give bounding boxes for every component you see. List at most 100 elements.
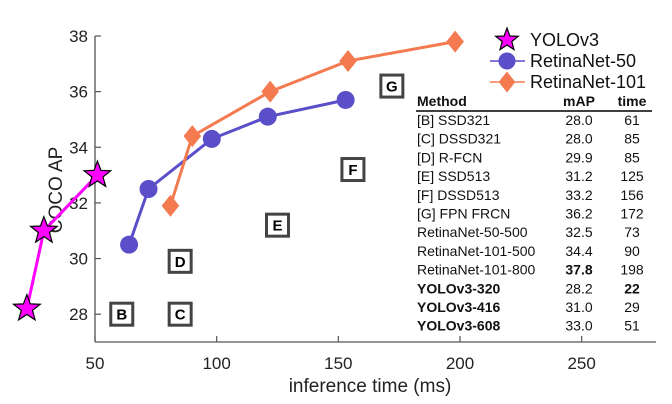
series-yolov3 — [11, 159, 113, 322]
annotation-C: C — [167, 301, 193, 327]
yolov3-point — [11, 292, 42, 322]
legend-marker-diamond — [498, 71, 516, 93]
retinanet-101-line — [168, 40, 456, 207]
table-cell-method: YOLOv3-320 — [417, 280, 500, 296]
retinanet-50-point — [139, 180, 158, 198]
retinanet-101-point — [446, 30, 464, 53]
annotation-label: G — [386, 79, 398, 96]
annotation-E: E — [265, 212, 290, 238]
legend-marker-circle — [498, 52, 516, 70]
table-cell-method: RetinaNet-101-800 — [417, 262, 536, 278]
y-tick-label: 38 — [69, 27, 88, 46]
annotation-box — [109, 301, 135, 327]
table-cell-time: 156 — [620, 187, 644, 203]
table-cell-method: [G] FPN FRCN — [417, 206, 510, 222]
legend-label: RetinaNet-101 — [530, 72, 646, 92]
x-tick-label: 50 — [86, 354, 105, 373]
table-cell-map: 31.2 — [565, 168, 592, 184]
table-cell-method: [C] DSSD321 — [417, 131, 501, 147]
retinanet-50-point — [258, 107, 277, 126]
annotation-label: D — [175, 254, 186, 271]
table-row: RetinaNet-101-800 37.8 198 — [417, 262, 644, 278]
legend-label: RetinaNet-50 — [530, 51, 636, 71]
annotation-D: D — [167, 248, 193, 274]
table-row: YOLOv3-320 28.2 22 — [417, 280, 640, 296]
y-tick-label: 34 — [69, 138, 88, 157]
table-cell-map: 37.8 — [565, 262, 592, 278]
retinanet-50-point — [120, 235, 139, 254]
annotation-box — [340, 157, 366, 183]
table-cell-map: 28.0 — [565, 131, 592, 147]
annotation-boxes: B C D E F G — [109, 73, 405, 327]
table-row: [D] R-FCN 29.9 85 — [417, 149, 640, 165]
table-cell-method: [F] DSSD513 — [417, 187, 500, 203]
table-cell-method: [E] SSD513 — [417, 168, 490, 184]
table-cell-time: 51 — [624, 318, 640, 334]
table-cell-map: 31.0 — [565, 299, 592, 315]
table-row: [B] SSD321 28.0 61 — [417, 112, 640, 128]
x-tick-label: 200 — [446, 354, 474, 373]
table-cell-map: 34.4 — [565, 243, 592, 259]
table-cell-map: 28.0 — [565, 112, 592, 128]
legend-marker-star — [494, 26, 520, 51]
table-header-time: time — [618, 93, 647, 109]
y-tick-label: 36 — [69, 83, 88, 102]
retinanet-50-line — [127, 98, 346, 246]
table-cell-method: YOLOv3-416 — [417, 299, 500, 315]
legend-item-retinanet-50: RetinaNet-50 — [490, 51, 636, 71]
table-cell-method: [D] R-FCN — [417, 149, 482, 165]
legend-item-yolov3: YOLOv3 — [494, 26, 599, 51]
table-row: RetinaNet-101-500 34.4 90 — [417, 243, 640, 259]
table-cell-method: YOLOv3-608 — [417, 318, 500, 334]
table-cell-time: 85 — [624, 131, 640, 147]
table-cell-map: 28.2 — [565, 280, 592, 296]
series — [11, 30, 464, 322]
annotation-label: C — [175, 307, 186, 324]
table-cell-method: [B] SSD321 — [417, 112, 490, 128]
table-header-method: Method — [417, 93, 467, 109]
table-cell-map: 32.5 — [565, 224, 592, 240]
annotation-box — [167, 248, 193, 274]
table-cell-time: 22 — [624, 280, 640, 296]
retinanet-50-point — [202, 129, 221, 148]
table-row: YOLOv3-416 31.0 29 — [417, 299, 640, 315]
series-retinanet-101 — [161, 30, 464, 217]
y-tick-label: 30 — [69, 250, 88, 269]
table-row: RetinaNet-50-500 32.5 73 — [417, 224, 640, 240]
legend-label: YOLOv3 — [530, 30, 599, 50]
x-tick-label: 150 — [324, 354, 352, 373]
table-cell-time: 85 — [624, 149, 640, 165]
retinanet-101-point — [183, 125, 202, 148]
results-table: Method mAP time [B] SSD321 28.0 61 [C] DSSD321… — [416, 93, 652, 334]
table-cell-map: 33.0 — [565, 318, 592, 334]
table-cell-time: 125 — [620, 168, 644, 184]
annotation-B: B — [109, 301, 135, 327]
annotation-F: F — [340, 157, 366, 183]
table-header-map: mAP — [563, 93, 595, 109]
yolov3-point — [82, 159, 113, 188]
table-cell-map: 33.2 — [565, 187, 592, 203]
table-cell-time: 198 — [620, 262, 644, 278]
annotation-label: B — [116, 307, 127, 324]
annotation-G: G — [379, 73, 405, 99]
retinanet-101-point — [261, 80, 279, 103]
table-row: [G] FPN FRCN 36.2 172 — [417, 206, 644, 222]
table-cell-time: 61 — [624, 112, 640, 128]
series-retinanet-50 — [120, 90, 355, 254]
retinanet-101-point — [161, 194, 180, 217]
annotation-label: E — [272, 218, 282, 235]
table-row: [C] DSSD321 28.0 85 — [417, 131, 640, 147]
table-cell-time: 29 — [624, 299, 640, 315]
x-tick-label: 100 — [202, 354, 230, 373]
table-row: [F] DSSD513 33.2 156 — [417, 187, 644, 203]
annotation-box — [265, 212, 290, 238]
table-row: YOLOv3-608 33.0 51 — [417, 318, 640, 334]
y-tick-label: 28 — [69, 305, 88, 324]
table-cell-method: RetinaNet-50-500 — [417, 224, 528, 240]
table-cell-map: 29.9 — [565, 149, 592, 165]
table-cell-time: 73 — [624, 224, 640, 240]
annotation-box — [167, 301, 193, 327]
